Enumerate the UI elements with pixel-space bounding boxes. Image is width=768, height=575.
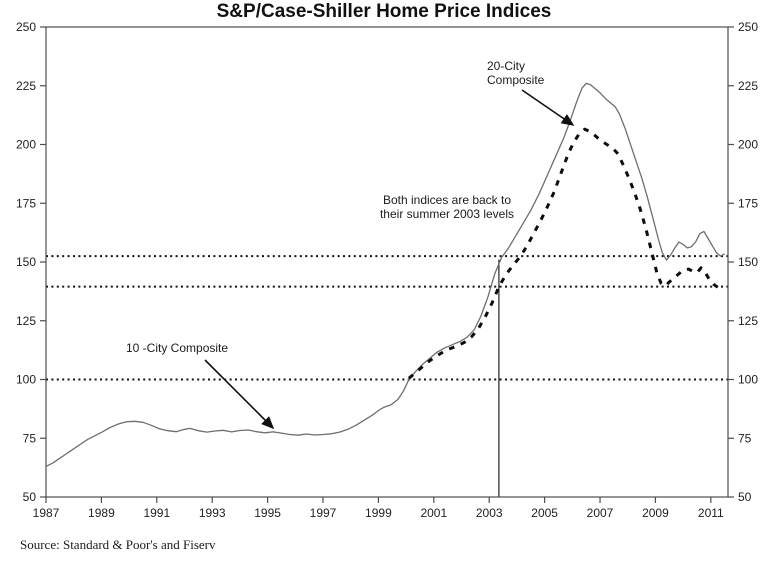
- source-note: Source: Standard & Poor's and Fiserv: [20, 537, 216, 552]
- x-tick-label-1991: 1991: [143, 506, 170, 520]
- y-tick-label-right-200: 200: [738, 138, 758, 152]
- annotation-20-city-line1: 20-City: [487, 59, 526, 73]
- annotation-20-city-composite: 20-City Composite: [487, 59, 544, 87]
- x-tick-label-1997: 1997: [310, 506, 337, 520]
- arrow-to-10-city-line: [204, 359, 275, 430]
- y-tick-label-left-225: 225: [16, 79, 36, 93]
- y-tick-label-left-200: 200: [16, 138, 36, 152]
- x-tick-label-1995: 1995: [254, 506, 281, 520]
- arrow-to-20-city-line: [521, 89, 575, 126]
- y-tick-label-left-50: 50: [23, 490, 37, 504]
- x-tick-label-1993: 1993: [199, 506, 226, 520]
- annotation-20-city-line2: Composite: [487, 73, 545, 87]
- y-tick-label-left-125: 125: [16, 314, 36, 328]
- chart-title: S&P/Case-Shiller Home Price Indices: [216, 1, 552, 22]
- 10-city-composite-line: [45, 82, 726, 467]
- x-tick-label-2001: 2001: [420, 506, 447, 520]
- y-tick-label-right-125: 125: [738, 314, 758, 328]
- y-tick-label-right-250: 250: [738, 20, 758, 34]
- y-tick-label-left-175: 175: [16, 196, 36, 210]
- x-tick-label-2011: 2011: [698, 506, 724, 520]
- x-tick-label-1989: 1989: [88, 506, 115, 520]
- annotation-10-city-composite: 10 -City Composite: [126, 341, 229, 355]
- annotation-summer-2003-line2: their summer 2003 levels: [379, 207, 515, 221]
- x-tick-label-2009: 2009: [642, 506, 669, 520]
- y-tick-label-left-75: 75: [23, 431, 37, 445]
- y-tick-label-right-50: 50: [738, 490, 752, 504]
- y-tick-label-right-150: 150: [738, 255, 758, 269]
- y-tick-label-right-75: 75: [738, 431, 752, 445]
- y-tick-label-left-250: 250: [16, 20, 36, 34]
- annotation-summer-2003: Both indices are back to their summer 20…: [371, 193, 523, 221]
- y-tick-label-right-175: 175: [738, 196, 758, 210]
- x-tick-label-2005: 2005: [531, 506, 558, 520]
- x-tick-label-2007: 2007: [587, 506, 614, 520]
- x-tick-label-2003: 2003: [476, 506, 503, 520]
- x-tick-label-1987: 1987: [33, 506, 60, 520]
- x-tick-label-1999: 1999: [365, 506, 392, 520]
- 20-city-composite-line: [407, 127, 723, 380]
- y-tick-label-right-100: 100: [738, 373, 758, 387]
- y-tick-label-right-225: 225: [738, 79, 758, 93]
- y-tick-label-left-150: 150: [16, 255, 36, 269]
- y-tick-label-left-100: 100: [16, 373, 36, 387]
- annotation-summer-2003-line1: Both indices are back to: [382, 193, 512, 207]
- plot-frame: [45, 26, 729, 498]
